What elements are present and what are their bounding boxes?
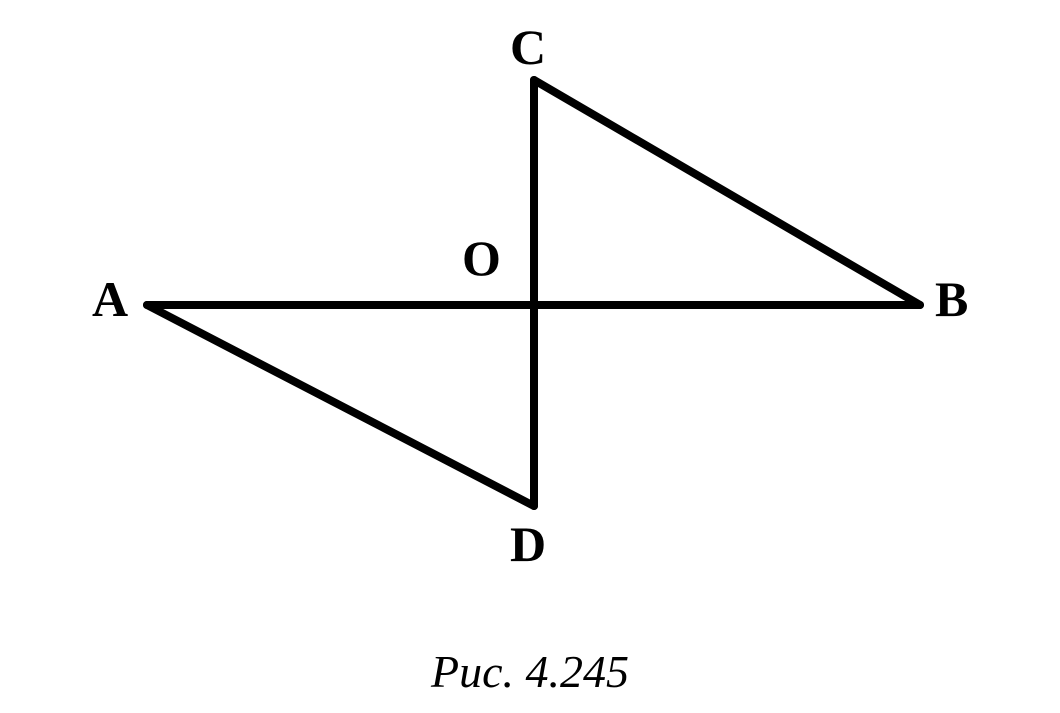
vertex-label-a: A [92,270,128,328]
vertex-label-b: B [935,270,968,328]
segments [147,80,920,506]
vertex-label-c: C [510,18,546,76]
segment-cb [534,80,920,305]
vertex-label-d: D [510,515,546,573]
figure-caption: Рис. 4.245 [431,645,629,698]
vertex-label-o: O [462,229,501,287]
geometry-figure: A B C O D Рис. 4.245 [0,0,1060,713]
diagram-svg [0,0,1060,713]
segment-ad [147,305,534,506]
